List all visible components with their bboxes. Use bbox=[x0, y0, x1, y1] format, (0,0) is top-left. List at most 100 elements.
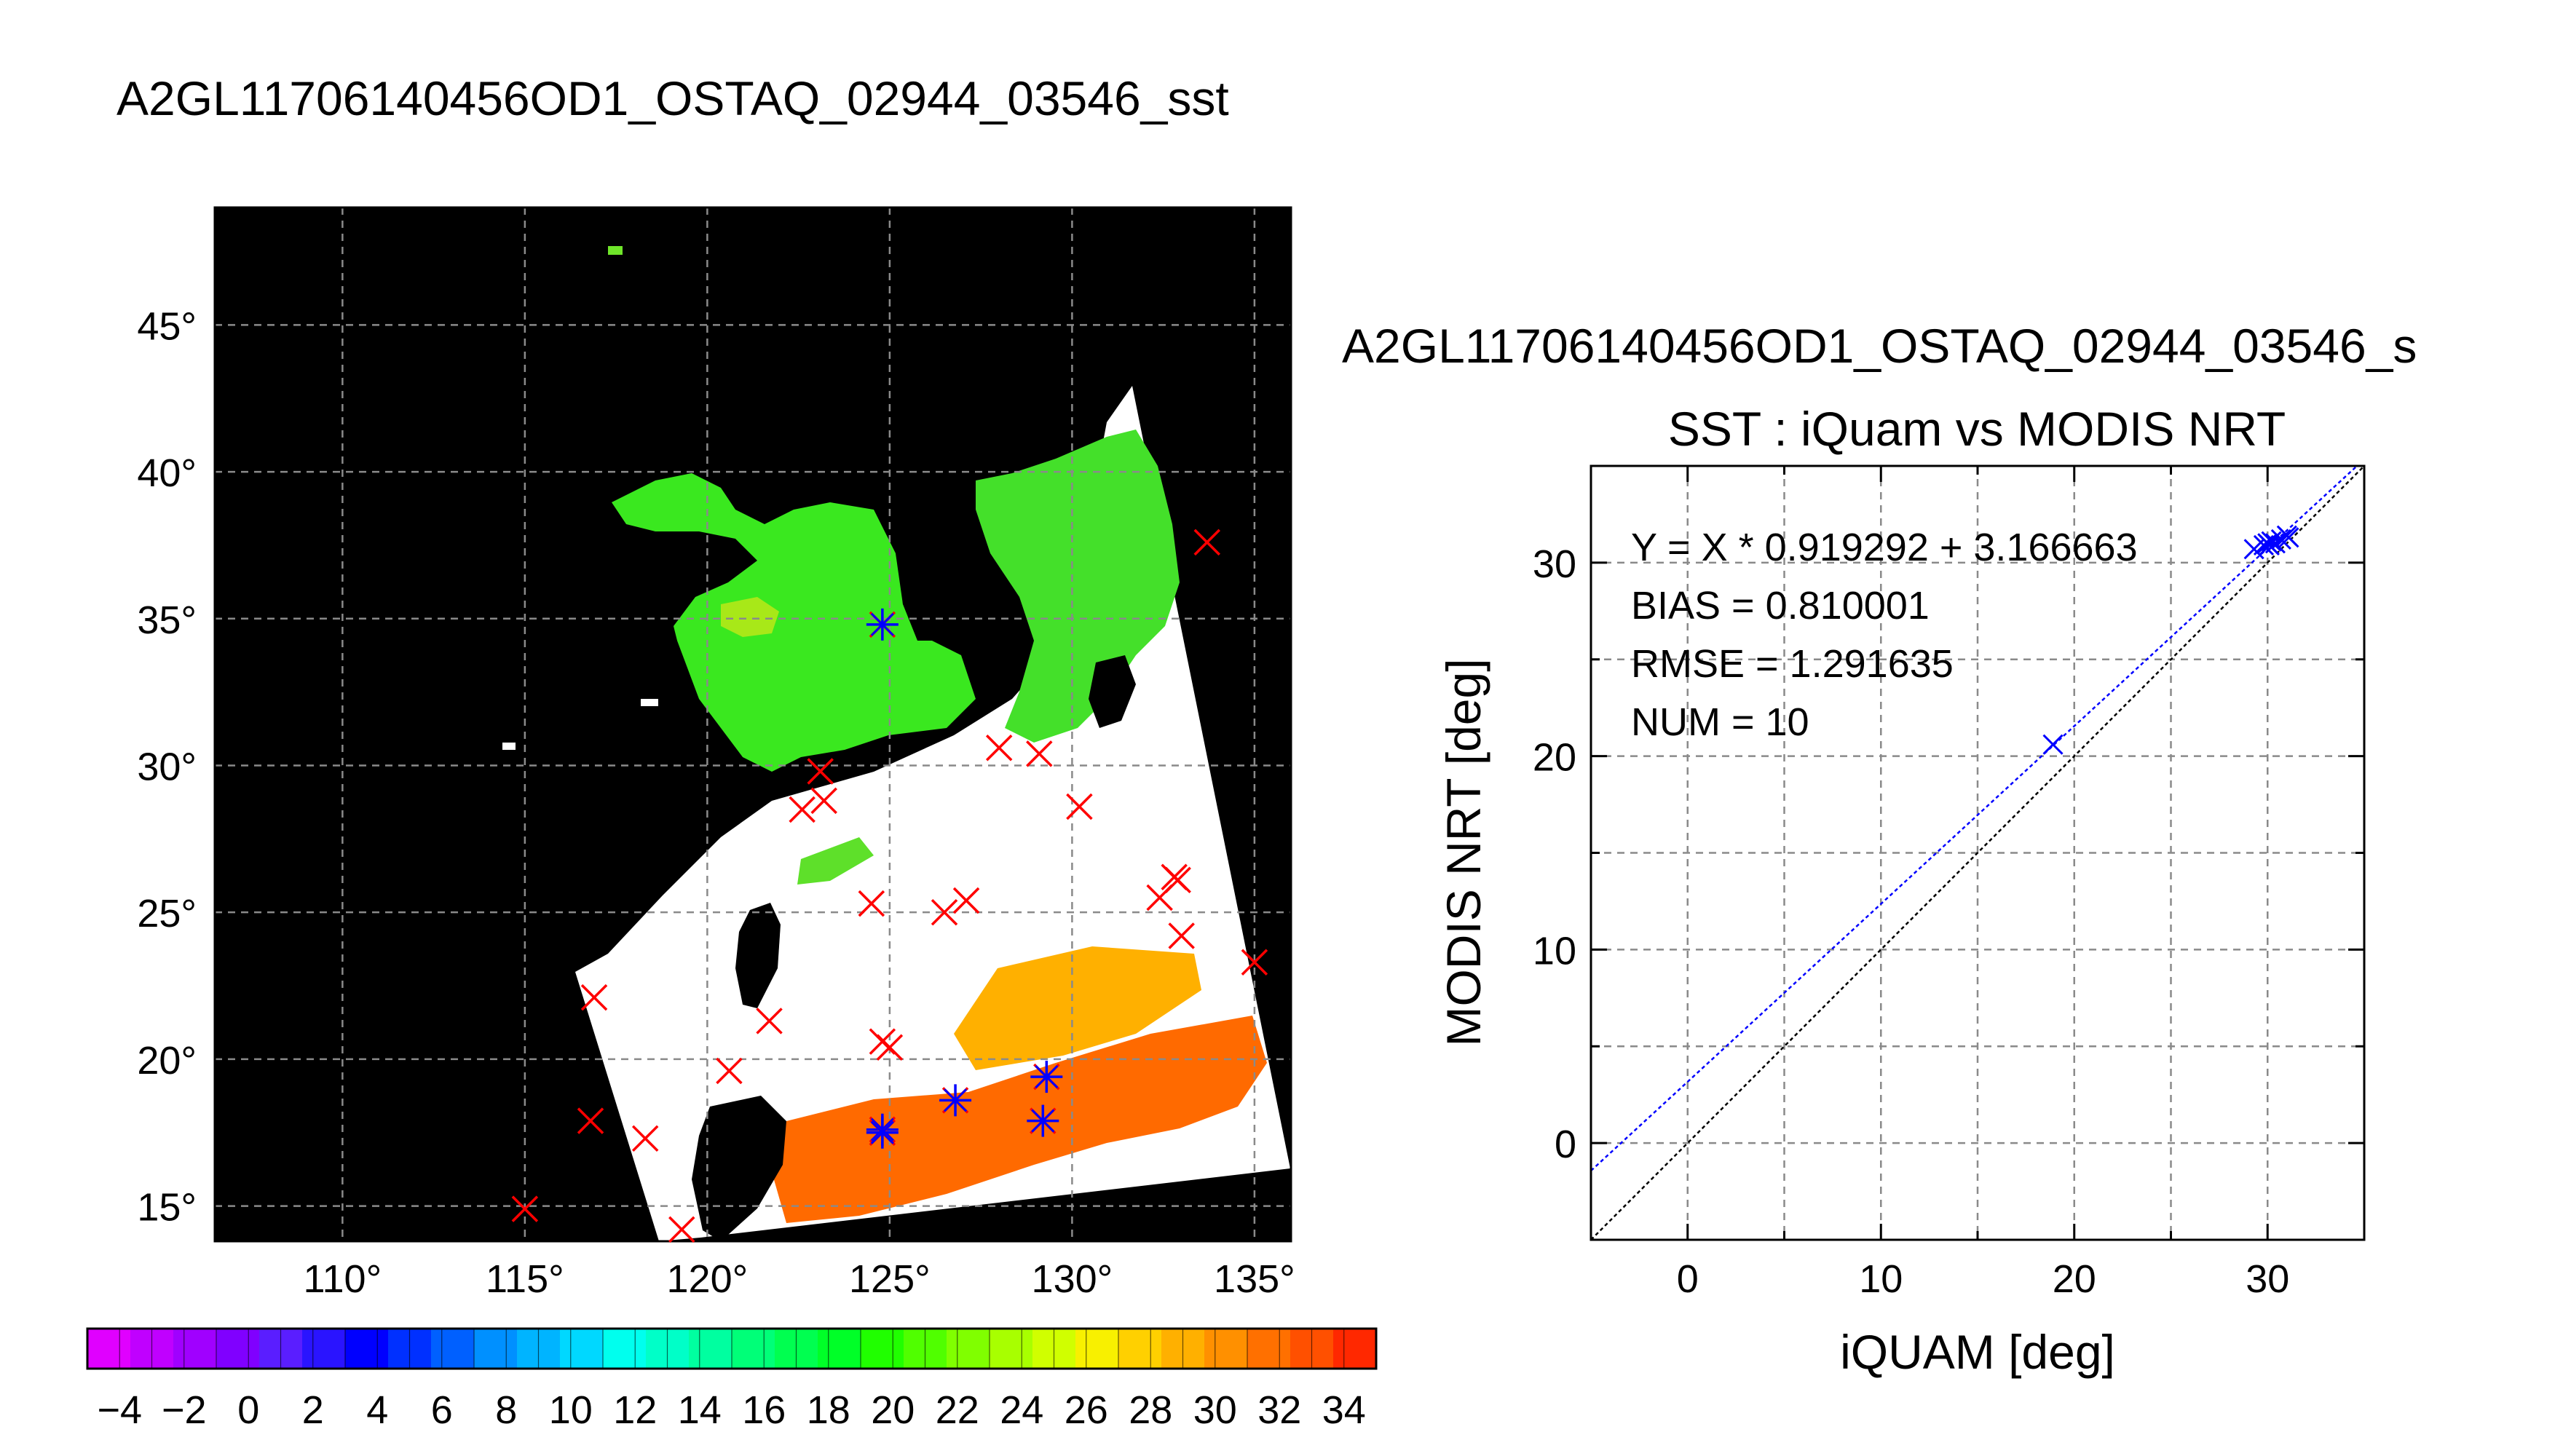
bohai-yellow-patch bbox=[721, 597, 779, 637]
colorbar-swatch bbox=[1075, 1329, 1119, 1369]
obs-marker bbox=[1241, 949, 1268, 976]
colorbar-swatch bbox=[173, 1329, 217, 1369]
map-frame bbox=[213, 206, 1292, 1243]
obs-marker bbox=[716, 1057, 743, 1085]
stats-box: Y = X * 0.919292 + 3.166663 BIAS = 0.810… bbox=[1631, 526, 2138, 744]
colorbar-tick-label: 34 bbox=[1322, 1388, 1366, 1432]
lat-tick-label: 25° bbox=[137, 892, 197, 935]
colorbar-swatch bbox=[560, 1329, 604, 1369]
colorbar-tick-label: 26 bbox=[1065, 1388, 1108, 1432]
colorbar-swatch bbox=[345, 1329, 389, 1369]
map-markers bbox=[511, 529, 1268, 1243]
lat-tick-label: 30° bbox=[137, 745, 197, 788]
obs-marker bbox=[1066, 793, 1093, 820]
colorbar-tick-label: 4 bbox=[366, 1388, 388, 1432]
scatter-point bbox=[2259, 534, 2280, 556]
scatter-ticks: 0 10 20 30 0 10 20 30 bbox=[1533, 464, 2366, 1301]
colorbar-tick-label: 28 bbox=[1129, 1388, 1172, 1432]
obs-marker bbox=[511, 1195, 539, 1222]
yellow-sea-sst bbox=[612, 473, 976, 772]
speck bbox=[502, 743, 516, 750]
y-tick-label: 0 bbox=[1555, 1123, 1576, 1166]
lat-tick-label: 45° bbox=[137, 304, 197, 348]
colorbar-tick-label: 6 bbox=[431, 1388, 453, 1432]
colorbar-swatch bbox=[216, 1329, 260, 1369]
colorbar-tick-label: 32 bbox=[1257, 1388, 1301, 1432]
colorbar-swatch bbox=[431, 1329, 475, 1369]
matched-marker bbox=[1030, 1061, 1063, 1093]
korea-peninsula bbox=[892, 495, 983, 641]
obs-marker bbox=[876, 1034, 904, 1061]
matched-marker bbox=[939, 1084, 972, 1117]
colorbar-swatch bbox=[87, 1329, 131, 1369]
map-gridlines bbox=[215, 207, 1291, 1241]
colorbar-swatch bbox=[861, 1329, 904, 1369]
fit-equation: Y = X * 0.919292 + 3.166663 bbox=[1631, 526, 2138, 569]
num-stat: NUM = 10 bbox=[1631, 700, 1809, 744]
lon-tick-label: 115° bbox=[486, 1257, 564, 1301]
colorbar-tick-label: 18 bbox=[807, 1388, 850, 1432]
colorbar-tick-label: 12 bbox=[613, 1388, 657, 1432]
obs-marker bbox=[789, 796, 816, 823]
lon-tick-label: 110° bbox=[304, 1257, 382, 1301]
lon-tick-label: 120° bbox=[667, 1257, 749, 1301]
colorbar-tick-label: 16 bbox=[742, 1388, 786, 1432]
east-sea-sst bbox=[976, 430, 1180, 743]
obs-marker bbox=[810, 787, 837, 815]
obs-marker bbox=[756, 1008, 783, 1034]
hot-sst-band bbox=[772, 1016, 1267, 1223]
obs-marker bbox=[580, 984, 608, 1011]
matched-marker bbox=[866, 1116, 899, 1149]
colorbar-tick-label: 8 bbox=[495, 1388, 517, 1432]
identity-line bbox=[1591, 466, 2364, 1240]
reference-lines bbox=[1591, 466, 2364, 1240]
colorbar-swatch bbox=[1118, 1329, 1162, 1369]
bias-stat: BIAS = 0.810001 bbox=[1631, 584, 1930, 628]
sst-map: 110° 115° 120° 125° 130° 135° 15° 20° 25° 30° 35° 4… bbox=[137, 206, 1295, 1301]
map-axis-labels: 110° 115° 120° 125° 130° 135° 15° 20° 25° 30° 35° 4… bbox=[137, 304, 1295, 1301]
obs-marker bbox=[631, 1125, 659, 1152]
taiwan-island bbox=[735, 903, 781, 1008]
colorbar-tick-label: 30 bbox=[1193, 1388, 1237, 1432]
colorbar-swatch bbox=[732, 1329, 775, 1369]
colorbar-swatch bbox=[818, 1329, 861, 1369]
x-tick-label: 0 bbox=[1677, 1257, 1699, 1301]
colorbar-tick-label: 2 bbox=[302, 1388, 324, 1432]
colorbar-swatch bbox=[689, 1329, 732, 1369]
obs-marker bbox=[807, 758, 834, 785]
colorbar-tick-label: −2 bbox=[162, 1388, 207, 1432]
colorbar-swatch bbox=[947, 1329, 990, 1369]
lat-tick-label: 20° bbox=[137, 1039, 197, 1083]
colorbar-frame bbox=[86, 1327, 1378, 1370]
colorbar-tick-label: 24 bbox=[1000, 1388, 1043, 1432]
obs-marker bbox=[985, 735, 1013, 761]
obs-marker bbox=[1026, 740, 1053, 767]
obs-marker bbox=[577, 1107, 604, 1134]
colorbar-tick-label: 20 bbox=[871, 1388, 915, 1432]
hainan-island bbox=[692, 1096, 786, 1241]
y-tick-label: 10 bbox=[1533, 929, 1576, 973]
lon-tick-label: 130° bbox=[1032, 1257, 1113, 1301]
scatter-point bbox=[2270, 529, 2291, 550]
obs-marker bbox=[931, 898, 958, 926]
rmse-stat: RMSE = 1.291635 bbox=[1631, 642, 1954, 686]
matched-marker bbox=[866, 608, 899, 641]
colorbar-tick-label: 0 bbox=[237, 1388, 259, 1432]
obs-marker bbox=[858, 890, 885, 917]
colorbar-swatch bbox=[603, 1329, 647, 1369]
speck bbox=[641, 699, 658, 706]
speck bbox=[608, 246, 623, 255]
colorbar-tick-label: 10 bbox=[549, 1388, 593, 1432]
obs-marker bbox=[668, 1216, 695, 1243]
obs-marker bbox=[1193, 529, 1221, 556]
obs-marker bbox=[952, 887, 980, 914]
lon-tick-label: 135° bbox=[1214, 1257, 1295, 1301]
x-tick-label: 20 bbox=[2053, 1257, 2096, 1301]
colorbar: −4 −2 0 2 4 6 8 10 12 14 16 18 20 22 24 26 28 30 32 34 bbox=[86, 1327, 1378, 1432]
scatter-title: A2GL11706140456OD1_OSTAQ_02944_03546_s bbox=[1342, 319, 2417, 373]
scatter-points bbox=[2042, 525, 2299, 755]
colorbar-swatch bbox=[990, 1329, 1033, 1369]
scatter-plot: 0 10 20 30 0 10 20 30 Y = X * 0.919292 + 3.1666… bbox=[1437, 464, 2366, 1379]
lat-tick-label: 35° bbox=[137, 598, 197, 642]
scatter-point bbox=[2264, 533, 2286, 554]
